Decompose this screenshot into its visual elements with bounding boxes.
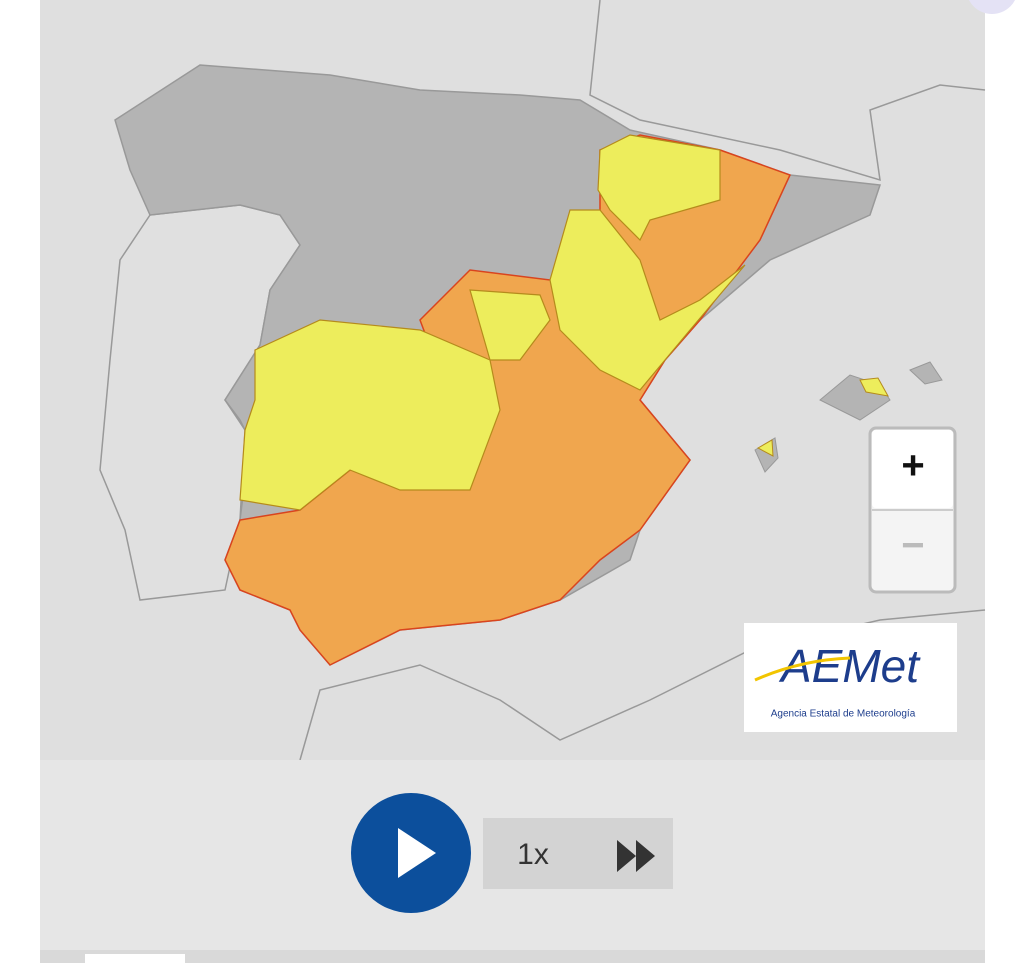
corner-button[interactable] [966, 0, 1018, 14]
yellow-warning [756, 377, 889, 457]
fast-forward-icon[interactable] [617, 840, 655, 872]
logo-subtitle: Agencia Estatal de Meteorología [771, 709, 916, 720]
france-border [589, 0, 986, 182]
logo-name: AEMet [778, 640, 921, 692]
zoom-out-label[interactable]: − [901, 524, 924, 568]
logo-swoosh [754, 656, 851, 682]
zoom-in-button[interactable] [872, 430, 953, 508]
play-icon [398, 828, 436, 878]
tab[interactable] [85, 954, 185, 963]
yellow-warning [469, 289, 551, 361]
bottom-tabs [40, 950, 985, 963]
yellow-warning [597, 134, 721, 242]
speed-label: 1x [517, 838, 549, 871]
yellow-warning [549, 209, 746, 391]
logo-box [744, 623, 957, 732]
zoom-in-label: + [901, 444, 924, 488]
yellow-warning [239, 319, 501, 511]
